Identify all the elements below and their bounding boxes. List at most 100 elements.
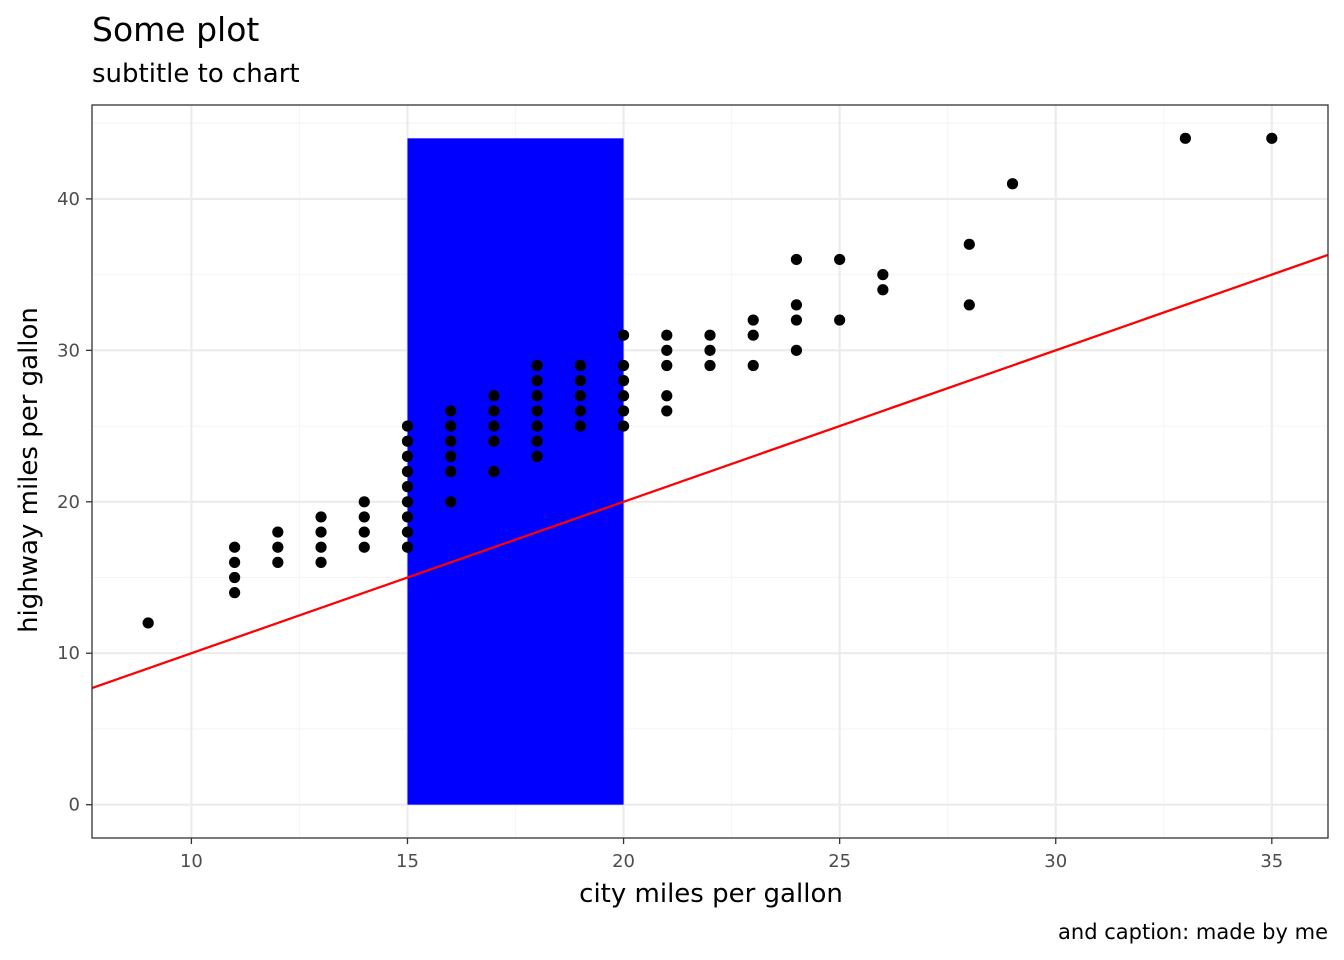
data-point xyxy=(229,556,241,568)
data-point xyxy=(358,526,370,538)
x-tick-label: 15 xyxy=(396,851,419,872)
data-point xyxy=(488,390,500,402)
y-axis-ticks: 0 10 20 30 40 xyxy=(57,189,92,816)
data-point xyxy=(531,405,543,417)
data-point xyxy=(617,375,630,387)
data-point xyxy=(574,420,586,432)
data-point xyxy=(272,541,284,553)
data-point xyxy=(574,405,586,417)
reference-line-layer xyxy=(91,253,1329,690)
data-point xyxy=(488,405,500,417)
data-point xyxy=(531,390,543,402)
chart-caption: and caption: made by me xyxy=(1058,920,1328,944)
x-tick-label: 30 xyxy=(1044,851,1067,872)
data-point xyxy=(401,481,414,493)
data-point xyxy=(445,435,457,447)
data-point xyxy=(272,526,284,538)
data-point xyxy=(229,571,241,584)
y-tick-label: 40 xyxy=(57,189,80,210)
data-point xyxy=(401,511,414,523)
data-point xyxy=(790,253,803,266)
data-point xyxy=(747,359,759,372)
data-point xyxy=(142,617,154,629)
x-axis-label: city miles per gallon xyxy=(579,879,843,909)
data-point xyxy=(834,253,846,266)
chart-title: Some plot xyxy=(92,10,259,49)
data-point xyxy=(877,284,889,296)
data-point xyxy=(617,359,630,372)
data-point xyxy=(704,359,716,372)
y-tick-label: 10 xyxy=(57,643,80,664)
data-point xyxy=(963,238,975,250)
y-tick-label: 30 xyxy=(57,340,80,361)
data-point xyxy=(747,314,759,326)
data-point xyxy=(401,450,414,462)
x-tick-label: 35 xyxy=(1260,851,1283,872)
data-point xyxy=(445,420,457,432)
data-point xyxy=(1179,132,1191,144)
data-point xyxy=(617,390,630,402)
data-point xyxy=(661,390,673,402)
data-point xyxy=(401,465,414,478)
data-point xyxy=(401,435,414,447)
data-point xyxy=(790,314,803,326)
x-tick-label: 20 xyxy=(612,851,635,872)
panel-border xyxy=(91,104,1329,839)
data-point xyxy=(229,541,241,553)
data-point xyxy=(834,314,846,326)
chart-subtitle: subtitle to chart xyxy=(92,59,300,89)
data-point xyxy=(963,299,975,311)
rect-annotation xyxy=(407,138,624,805)
data-point xyxy=(401,526,414,538)
data-point xyxy=(617,420,630,432)
data-point xyxy=(229,587,241,599)
data-point xyxy=(790,299,803,311)
data-point xyxy=(488,420,500,432)
data-point xyxy=(574,390,586,402)
data-point xyxy=(661,344,673,356)
data-point xyxy=(358,541,370,553)
data-point xyxy=(531,450,543,462)
data-point xyxy=(315,511,327,523)
data-point xyxy=(272,556,284,568)
data-point xyxy=(617,329,630,341)
data-point xyxy=(661,359,673,372)
data-point xyxy=(790,344,803,356)
x-axis-ticks: 10 15 20 25 30 35 xyxy=(180,838,1283,872)
data-point xyxy=(747,329,759,341)
data-point xyxy=(488,465,500,478)
rect-annotation-layer xyxy=(407,138,624,805)
data-point xyxy=(574,359,586,372)
data-point xyxy=(315,541,327,553)
data-point xyxy=(704,329,716,341)
data-point xyxy=(358,511,370,523)
data-point xyxy=(531,375,543,387)
data-point xyxy=(661,405,673,417)
data-point xyxy=(401,541,414,553)
y-tick-label: 20 xyxy=(57,492,80,513)
data-point xyxy=(401,420,414,432)
data-point xyxy=(531,435,543,447)
data-point xyxy=(1006,178,1019,190)
x-tick-label: 10 xyxy=(180,851,203,872)
data-point xyxy=(617,405,630,417)
reference-line xyxy=(91,253,1329,690)
data-point xyxy=(661,329,673,341)
data-point xyxy=(704,344,716,356)
data-point xyxy=(877,269,889,281)
data-point xyxy=(401,496,414,508)
points-layer xyxy=(142,132,1278,629)
y-tick-label: 0 xyxy=(69,795,80,816)
data-point xyxy=(315,556,327,568)
data-point xyxy=(315,526,327,538)
data-point xyxy=(531,359,543,372)
data-point xyxy=(445,465,457,478)
data-point xyxy=(488,435,500,447)
data-point xyxy=(574,375,586,387)
data-point xyxy=(445,450,457,462)
data-point xyxy=(531,420,543,432)
data-point xyxy=(445,496,457,508)
data-point xyxy=(1266,132,1278,144)
x-tick-label: 25 xyxy=(828,851,851,872)
